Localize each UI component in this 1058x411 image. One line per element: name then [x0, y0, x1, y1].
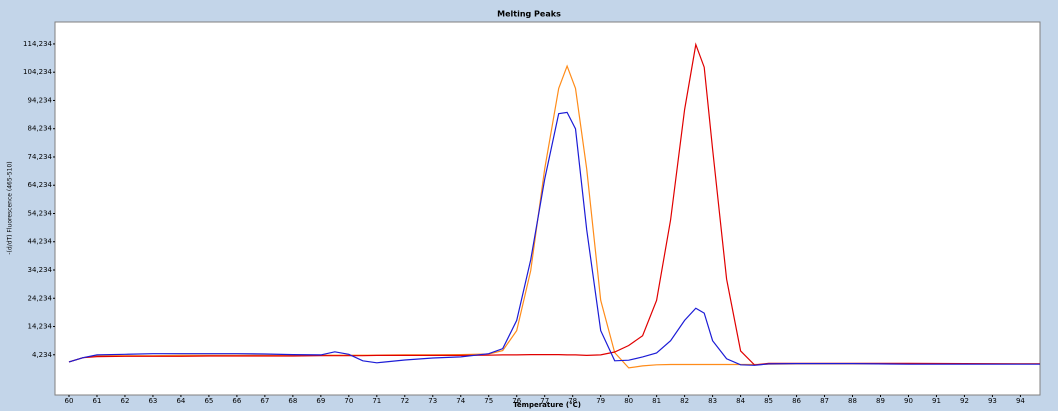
- x-tick-label: 77: [540, 397, 549, 405]
- x-tick-label: 87: [820, 397, 829, 405]
- x-tick-label: 82: [680, 397, 689, 405]
- y-tick-label: 94,234: [28, 96, 53, 104]
- x-tick-label: 67: [260, 397, 269, 405]
- x-tick-label: 66: [232, 397, 241, 405]
- y-axis-label: -(d/dT) Fluorescence (465-510): [7, 161, 14, 254]
- x-tick-label: 60: [65, 397, 74, 405]
- x-axis-label: Temperature (°C): [513, 401, 581, 409]
- y-tick-label: 84,234: [28, 125, 53, 133]
- x-tick-label: 89: [876, 397, 885, 405]
- x-tick-label: 72: [400, 397, 409, 405]
- x-tick-label: 62: [120, 397, 129, 405]
- x-tick-label: 75: [484, 397, 493, 405]
- y-tick-label: 114,234: [23, 40, 52, 48]
- series-line: [68, 111, 1040, 366]
- x-tick-label: 92: [960, 397, 969, 405]
- x-tick-label: 84: [736, 397, 745, 405]
- x-tick-label: 61: [93, 397, 102, 405]
- x-tick-label: 70: [344, 397, 353, 405]
- y-tick-label: 24,234: [28, 294, 53, 302]
- x-tick-label: 76: [512, 397, 521, 405]
- y-tick-label: 34,234: [28, 266, 53, 274]
- x-tick-label: 79: [596, 397, 605, 405]
- x-tick-label: 71: [372, 397, 381, 405]
- x-tick-label: 78: [568, 397, 577, 405]
- x-tick-label: 94: [1016, 397, 1025, 405]
- x-tick-label: 74: [456, 397, 465, 405]
- x-tick-label: 63: [148, 397, 157, 405]
- x-tick-label: 80: [624, 397, 633, 405]
- x-tick-label: 81: [652, 397, 661, 405]
- x-tick-label: 91: [932, 397, 941, 405]
- x-tick-label: 69: [316, 397, 325, 405]
- x-tick-label: 68: [288, 397, 297, 405]
- x-tick-label: 88: [848, 397, 857, 405]
- x-tick-label: 90: [904, 397, 913, 405]
- y-tick-label: 54,234: [28, 209, 53, 217]
- plot-area: [54, 21, 1041, 396]
- x-tick-label: 73: [428, 397, 437, 405]
- x-tick-label: 65: [204, 397, 213, 405]
- y-tick-label: 64,234: [28, 181, 53, 189]
- y-tick-label: 14,234: [28, 323, 53, 331]
- x-tick-label: 86: [792, 397, 801, 405]
- x-tick-label: 83: [708, 397, 717, 405]
- y-tick-label: 4,234: [32, 351, 53, 359]
- x-tick-label: 64: [176, 397, 185, 405]
- chart-title: Melting Peaks: [497, 10, 561, 19]
- x-tick-label: 93: [988, 397, 997, 405]
- y-tick-label: 74,234: [28, 153, 53, 161]
- x-tick-label: 85: [764, 397, 773, 405]
- y-tick-label: 44,234: [28, 238, 53, 246]
- y-tick-label: 104,234: [23, 68, 52, 76]
- series-line: [68, 42, 1040, 366]
